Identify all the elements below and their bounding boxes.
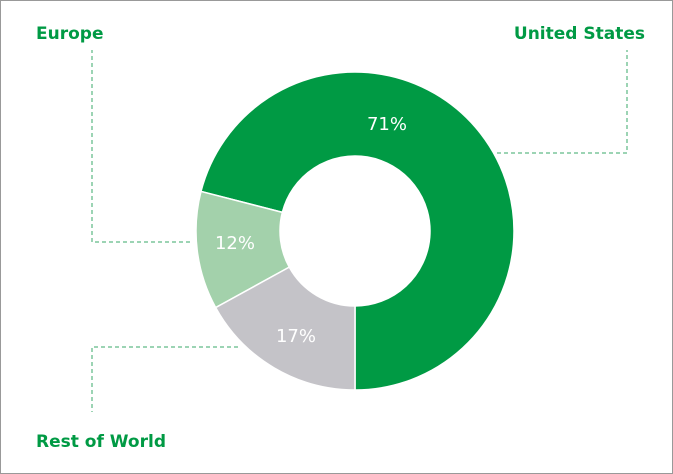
category-label: Rest of World: [36, 432, 166, 452]
category-label: Europe: [36, 24, 103, 44]
slice: [200, 71, 515, 391]
data-label: 12%: [215, 233, 255, 254]
data-label: 71%: [367, 114, 407, 135]
data-label: 17%: [276, 326, 316, 347]
leader-line: [91, 50, 190, 243]
category-label: United States: [514, 24, 645, 44]
leader-line: [91, 346, 238, 412]
leader-line: [497, 50, 628, 154]
slice: [214, 266, 356, 391]
